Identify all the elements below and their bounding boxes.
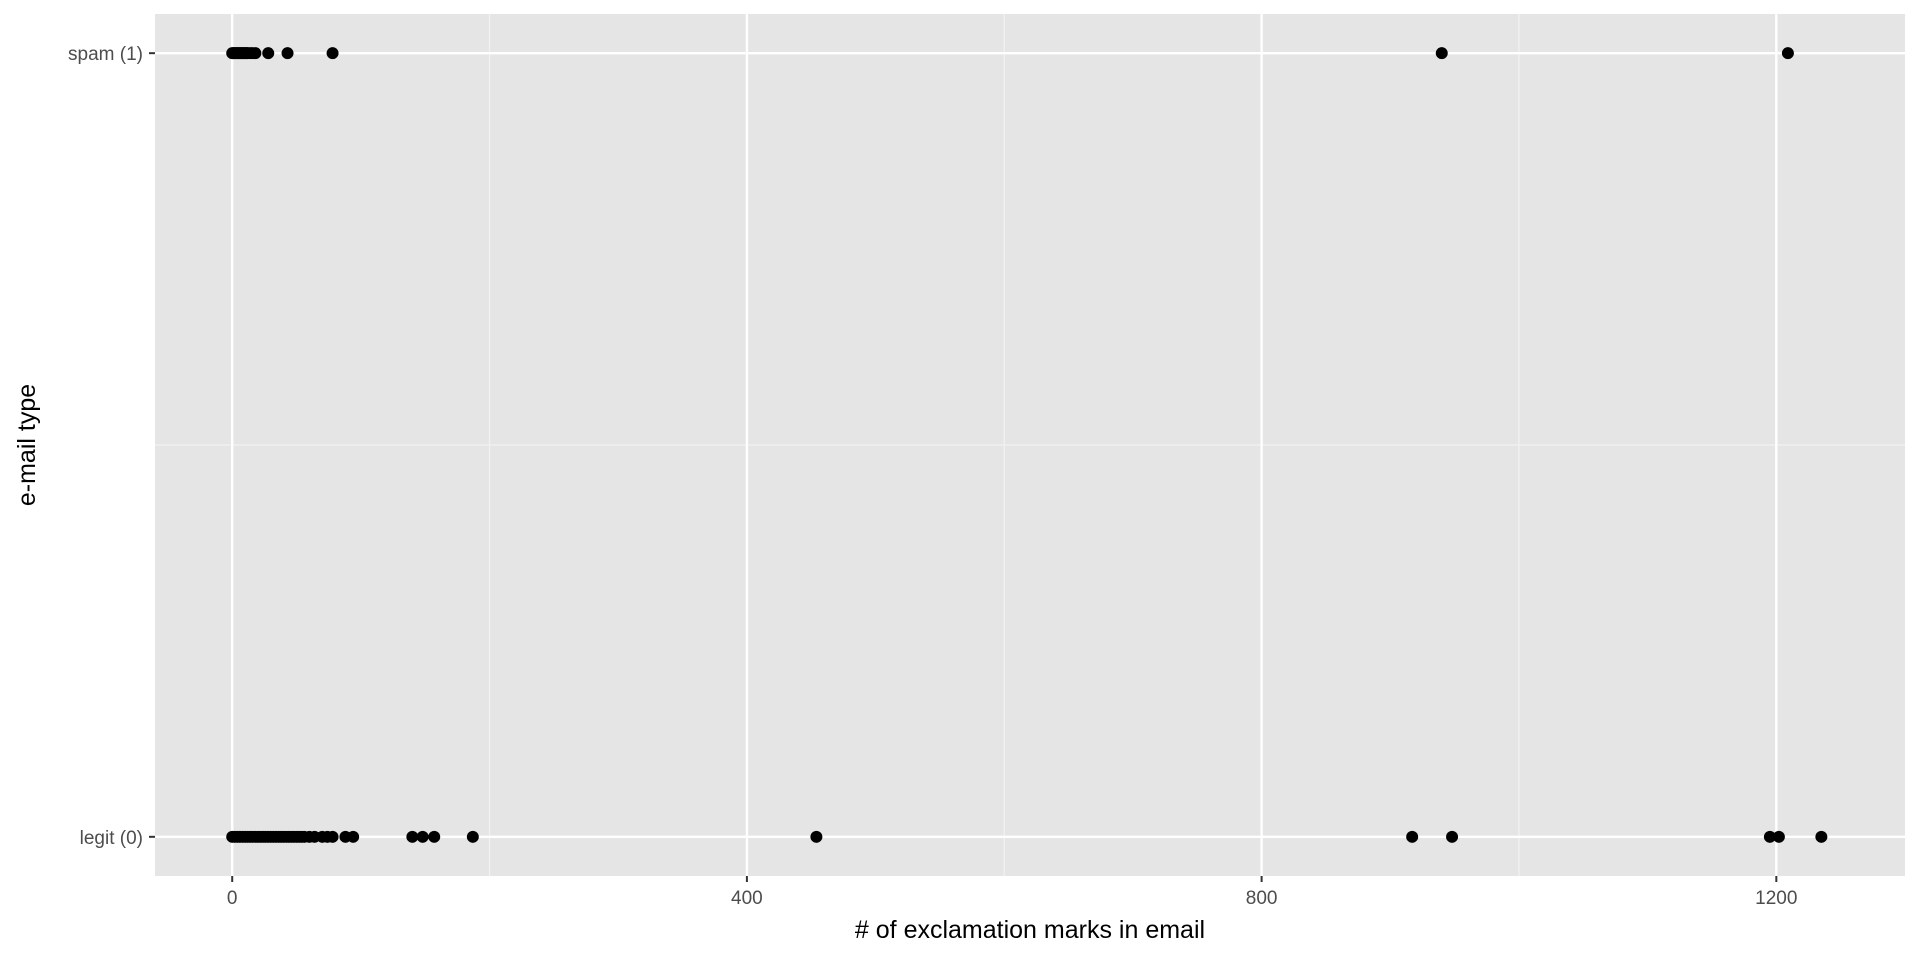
- data-point: [466, 830, 479, 843]
- y-axis-title: e-mail type: [13, 384, 41, 506]
- x-tick-label: 1200: [1755, 888, 1797, 909]
- y-tick-label: legit (0): [80, 828, 143, 849]
- data-point: [1781, 47, 1794, 60]
- y-axis-ticks: legit (0) spam (1): [68, 44, 155, 849]
- data-point: [1435, 47, 1448, 60]
- data-point: [281, 47, 294, 60]
- minor-gridlines: [155, 14, 1905, 876]
- data-point: [249, 47, 262, 60]
- data-point: [326, 830, 339, 843]
- x-tick-label: 400: [731, 888, 763, 909]
- x-tick-label: 0: [227, 888, 238, 909]
- data-point: [1446, 830, 1459, 843]
- data-point: [428, 830, 441, 843]
- data-points: [226, 47, 1828, 843]
- data-point: [347, 830, 360, 843]
- data-point: [810, 830, 823, 843]
- major-gridlines: [155, 14, 1905, 876]
- data-point: [406, 830, 419, 843]
- x-axis-title: # of exclamation marks in email: [855, 916, 1205, 944]
- data-point: [1763, 830, 1776, 843]
- data-point: [1772, 830, 1785, 843]
- data-point: [262, 47, 275, 60]
- data-point: [416, 830, 429, 843]
- x-axis-ticks: 0 400 800 1200: [227, 876, 1797, 909]
- x-tick-label: 800: [1246, 888, 1278, 909]
- data-point: [1815, 830, 1828, 843]
- data-point: [1406, 830, 1419, 843]
- data-point: [326, 47, 339, 60]
- y-tick-label: spam (1): [68, 44, 143, 65]
